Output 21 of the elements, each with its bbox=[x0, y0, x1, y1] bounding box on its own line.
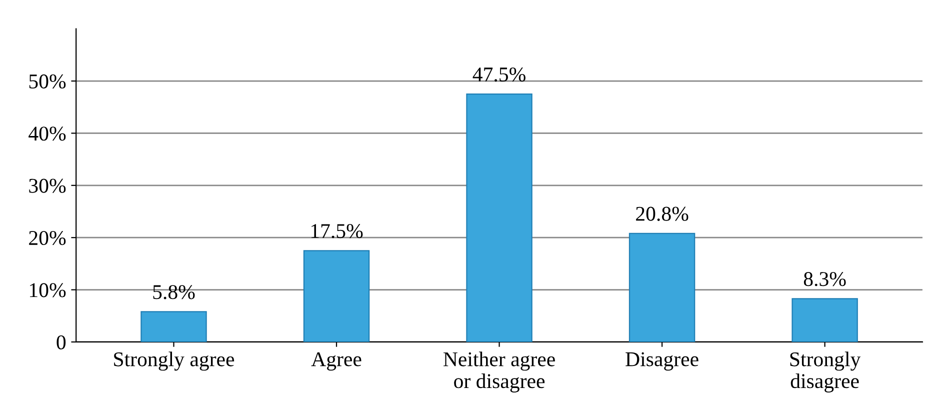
bar bbox=[792, 298, 858, 342]
y-tick-label: 40% bbox=[28, 126, 66, 141]
y-tick-label: 50% bbox=[29, 74, 66, 89]
data-label: 20.8% bbox=[636, 206, 688, 221]
data-label: 47.5% bbox=[472, 67, 526, 82]
bar bbox=[466, 94, 532, 342]
x-tick-label: Neither agree or disagree bbox=[443, 352, 555, 392]
x-tick-label: Disagree bbox=[626, 352, 698, 371]
data-label: 17.5% bbox=[311, 224, 363, 238]
bar bbox=[628, 232, 696, 342]
bar bbox=[303, 250, 370, 342]
y-tick-label: 30% bbox=[29, 178, 66, 193]
x-tick-label: Strongly disagree bbox=[790, 352, 861, 392]
data-label: 5.8% bbox=[153, 285, 195, 300]
bar bbox=[140, 311, 207, 342]
y-tick-label: 10% bbox=[30, 283, 66, 298]
y-tick-label: 20% bbox=[29, 230, 66, 246]
y-tick-label: 0 bbox=[56, 335, 66, 350]
data-label: 8.3% bbox=[804, 272, 846, 286]
x-tick-label: Agree bbox=[311, 352, 362, 371]
x-tick-label: Strongly agree bbox=[114, 352, 234, 371]
